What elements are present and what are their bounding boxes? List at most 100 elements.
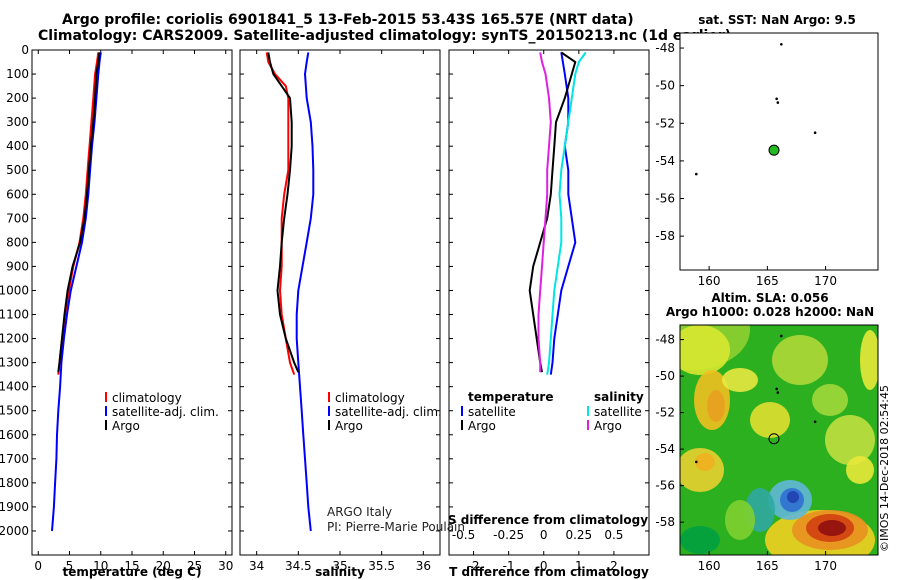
legend-label: climatology bbox=[112, 391, 182, 405]
y-tick-label: -52 bbox=[655, 406, 675, 420]
x-tick-label: 0 bbox=[34, 559, 42, 573]
y-tick-label: 600 bbox=[6, 187, 29, 201]
y-tick-label: 1300 bbox=[0, 356, 29, 370]
series-line-argo bbox=[267, 52, 300, 373]
plot-frame bbox=[448, 49, 650, 556]
sst-map-panel: 160 165 170 -48 -50 -52 -54 -56 -58 bbox=[655, 32, 879, 288]
sla-patch bbox=[787, 491, 799, 503]
x2-tick-label: -0.5 bbox=[452, 528, 475, 542]
x-tick-label: 2 bbox=[610, 559, 618, 573]
x-tick-label: 170 bbox=[814, 274, 837, 288]
y-tick-label: 900 bbox=[6, 259, 29, 273]
y-tick-label: 1800 bbox=[0, 476, 29, 490]
figure-title-line1: Argo profile: coriolis 6901841_5 13-Feb-… bbox=[62, 12, 634, 28]
y-tick-label: -48 bbox=[655, 333, 675, 347]
y-tick-label: -54 bbox=[655, 154, 675, 168]
x-tick-label: 15 bbox=[124, 559, 139, 573]
sla-patch bbox=[722, 368, 758, 392]
island-point bbox=[776, 101, 780, 104]
x-tick-label: 160 bbox=[698, 559, 721, 573]
sla-map-panel: 160 165 170 -48 -50 -52 -54 -56 -58 bbox=[655, 324, 879, 573]
x-tick-label: 35.5 bbox=[368, 559, 395, 573]
y-tick-label: 300 bbox=[6, 115, 29, 129]
x-axis-label: temperature (deg C) bbox=[63, 565, 202, 579]
x-tick-label: -2 bbox=[468, 559, 480, 573]
y-tick-label: 400 bbox=[6, 139, 29, 153]
x-tick-label: 20 bbox=[156, 559, 171, 573]
series-line-t-argo bbox=[528, 51, 577, 373]
island-point bbox=[775, 387, 778, 391]
sla-patch bbox=[860, 330, 878, 390]
argo-position-marker bbox=[768, 144, 780, 156]
x-tick-label: 36 bbox=[416, 559, 431, 573]
sla-patch bbox=[772, 335, 828, 385]
x2-axis-label: S difference from climatology bbox=[448, 513, 648, 527]
sla-patch bbox=[846, 456, 874, 484]
legend-label: satellite bbox=[594, 405, 642, 419]
x-axis-label: T difference from climatology bbox=[449, 565, 649, 579]
x2-tick-label: -0.25 bbox=[493, 528, 524, 542]
sla-patch bbox=[707, 390, 725, 422]
sla-patch bbox=[695, 453, 715, 471]
island-point bbox=[813, 420, 817, 424]
salinity-panel: 34 34.5 35 35.5 36 salinity climatologysatelli… bbox=[239, 49, 442, 579]
legend-label: satellite-adj. clim. bbox=[112, 405, 219, 419]
argo-position-marker bbox=[768, 433, 780, 445]
x-tick-label: 165 bbox=[756, 559, 779, 573]
y-tick-label: -48 bbox=[655, 41, 675, 55]
y-tick-label: -54 bbox=[655, 442, 675, 456]
sla-patch bbox=[825, 415, 875, 465]
island-point bbox=[695, 460, 698, 464]
sla-patch bbox=[680, 526, 720, 554]
legend-label: Argo bbox=[468, 419, 496, 433]
difference-panel: -2 -1 0 1 2T difference from climatology -0.5… bbox=[448, 49, 650, 579]
sla-field bbox=[680, 325, 878, 555]
x2-tick-label: 0.5 bbox=[604, 528, 623, 542]
map-frame bbox=[679, 32, 879, 271]
series-line-satellite bbox=[295, 52, 315, 532]
legend-label: satellite-adj. clim. bbox=[335, 405, 442, 419]
y-tick-label: -58 bbox=[655, 515, 675, 529]
y-tick-label: 1600 bbox=[0, 428, 29, 442]
x-tick-label: 34.5 bbox=[285, 559, 312, 573]
legend-label: Argo bbox=[594, 419, 622, 433]
sla-patch bbox=[818, 520, 846, 536]
y-tick-label: 1100 bbox=[0, 308, 29, 322]
x2-tick-label: 0 bbox=[540, 528, 548, 542]
series-line-s-satellite bbox=[546, 51, 587, 375]
sla-patch bbox=[725, 500, 755, 540]
x-tick-label: 10 bbox=[93, 559, 108, 573]
island-point bbox=[780, 42, 783, 46]
sst-map-title: sat. SST: NaN Argo: 9.5 bbox=[698, 13, 856, 27]
sla-title-line1: Altim. SLA: 0.056 bbox=[711, 291, 828, 305]
series-line-s-argo bbox=[537, 52, 552, 373]
y-tick-label: -58 bbox=[655, 229, 675, 243]
plot-frame bbox=[31, 49, 233, 556]
y-tick-label: 1000 bbox=[0, 283, 29, 297]
copyright-stamp: ©IMOS 14-Dec-2018 02:54:45 bbox=[878, 385, 891, 552]
y-tick-label: 800 bbox=[6, 235, 29, 249]
x-tick-label: 1 bbox=[575, 559, 583, 573]
x-tick-label: -1 bbox=[503, 559, 515, 573]
y-tick-label: 500 bbox=[6, 163, 29, 177]
x-tick-label: 30 bbox=[218, 559, 233, 573]
plot-frame bbox=[239, 49, 441, 556]
legend-label: climatology bbox=[335, 391, 405, 405]
y-tick-label: 0 bbox=[21, 43, 29, 57]
x2-tick-label: 0.25 bbox=[565, 528, 592, 542]
y-tick-label: 200 bbox=[6, 91, 29, 105]
x-tick-label: 165 bbox=[756, 274, 779, 288]
credit-line2: PI: Pierre-Marie Poulain bbox=[327, 520, 465, 534]
legend-label: satellite bbox=[468, 405, 516, 419]
x-tick-label: 160 bbox=[698, 274, 721, 288]
island-point bbox=[695, 172, 698, 176]
y-tick-label: 1700 bbox=[0, 452, 29, 466]
series-line-argo bbox=[57, 52, 101, 373]
y-tick-label: -50 bbox=[655, 369, 675, 383]
figure-title-line2: Climatology: CARS2009. Satellite-adjuste… bbox=[38, 28, 732, 44]
x-tick-label: 25 bbox=[187, 559, 202, 573]
x-axis-label: salinity bbox=[315, 565, 365, 579]
y-tick-label: -56 bbox=[655, 479, 675, 493]
y-tick-label: 1400 bbox=[0, 380, 29, 394]
